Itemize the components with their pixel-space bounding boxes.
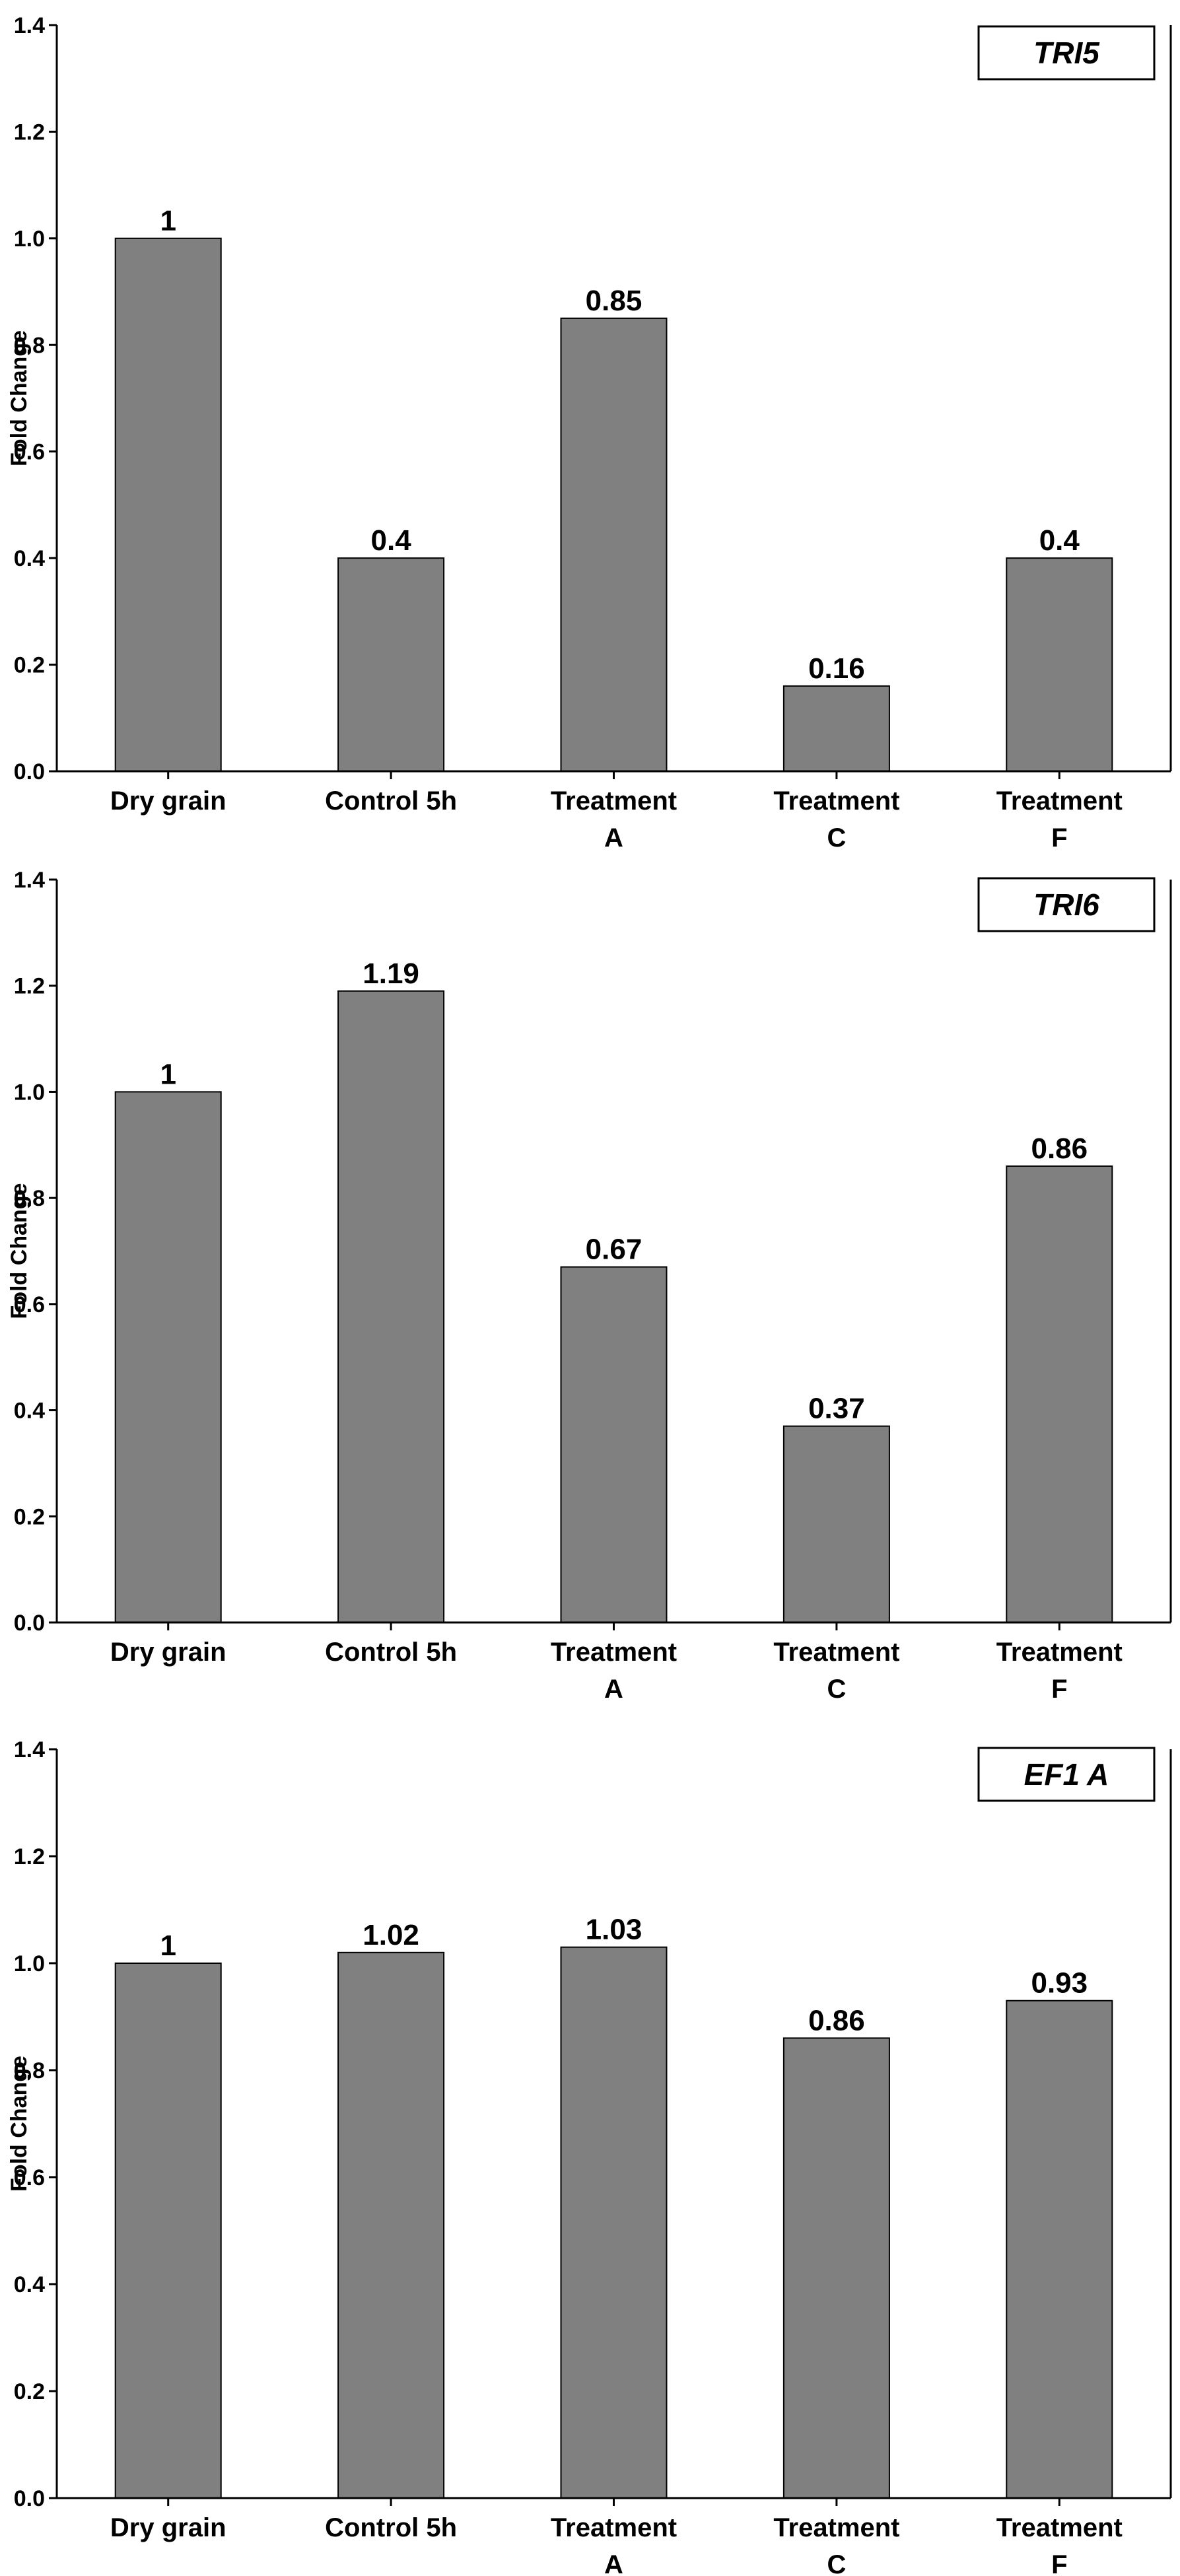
y-tick-label: 0.4 — [14, 546, 45, 571]
y-tick-label: 0.4 — [14, 1399, 45, 1424]
bar-value-label: 0.86 — [808, 2004, 865, 2036]
y-axis-title: Fold Change — [7, 330, 32, 466]
gene-label: EF1 A — [1024, 1757, 1109, 1792]
x-tick-label: Control 5h — [325, 2513, 457, 2542]
bar — [782, 2037, 890, 2499]
x-tick-label: Treatment — [773, 786, 899, 816]
x-tick-label: Dry grain — [110, 786, 226, 816]
y-tick-label: 0.2 — [14, 1504, 45, 1529]
bar-value-label: 0.37 — [808, 1393, 865, 1425]
x-tick-label: Treatment — [996, 786, 1123, 816]
y-tick-label: 0.8 — [14, 1186, 45, 1211]
x-tick-label: Treatment — [773, 2513, 899, 2542]
bar-value-label: 0.4 — [1039, 524, 1080, 557]
bar — [1006, 2000, 1113, 2499]
chart-svg: 1 1.02 1.03 0.86 0.93 0.0 0.2 0.4 0.6 0.8 1.0 1.2 1.… — [7, 1737, 1172, 2576]
chart-panel-ef1a: 1 1.02 1.03 0.86 0.93 0.0 0.2 0.4 0.6 0.8 1.0 1.2 1.… — [0, 1707, 1180, 2576]
y-tick-label: 0.2 — [14, 653, 45, 678]
bar-value-label: 1.03 — [586, 1914, 642, 1946]
bar-value-label: 0.4 — [371, 524, 412, 557]
y-axis-title: Fold Change — [7, 1183, 32, 1319]
x-tick-label: F — [1051, 2550, 1067, 2576]
gene-label-box — [977, 1747, 1156, 1802]
y-tick-label: 0.6 — [14, 2165, 45, 2190]
gene-label-box — [977, 877, 1156, 932]
x-tick-label: A — [604, 2550, 623, 2576]
bar-value-label: 0.86 — [1031, 1132, 1088, 1165]
x-tick-label: Treatment — [773, 1638, 899, 1667]
x-tick-label: Treatment — [551, 2513, 677, 2542]
y-tick-label: 0.8 — [14, 333, 45, 358]
x-tick-label: C — [827, 2550, 846, 2576]
x-tick-label: Treatment — [551, 786, 677, 816]
bar — [560, 1946, 668, 2499]
chart-svg: 1 0.4 0.85 0.16 0.4 0.0 0.2 0.4 0.6 0.8 1.0 1.2 1.4 D… — [7, 13, 1172, 852]
y-tick-label: 1.0 — [14, 1951, 45, 1976]
y-tick-label: 1.0 — [14, 1080, 45, 1105]
bar — [337, 557, 445, 773]
bar — [114, 1091, 222, 1623]
x-tick-label: Dry grain — [110, 2513, 226, 2542]
y-tick-label: 0.0 — [14, 1611, 45, 1636]
bar — [560, 1266, 668, 1623]
bar-value-label: 1 — [160, 1930, 176, 1962]
x-tick-label: C — [827, 823, 846, 852]
y-tick-label: 0.6 — [14, 440, 45, 465]
y-tick-label: 1.2 — [14, 974, 45, 999]
y-tick-label: 0.0 — [14, 2486, 45, 2511]
x-tick-label: A — [604, 823, 623, 852]
bar — [337, 990, 445, 1623]
y-tick-label: 0.0 — [14, 759, 45, 784]
x-tick-label: Treatment — [996, 2513, 1123, 2542]
gene-label-box — [977, 25, 1156, 81]
y-tick-label: 1.0 — [14, 226, 45, 252]
chart-panel-tri6: 1 1.19 0.67 0.37 0.86 0.0 0.2 0.4 0.6 0.8 1.0 1.2 1.… — [0, 852, 1180, 1707]
x-tick-label: Treatment — [996, 1638, 1123, 1667]
gene-label: TRI5 — [1033, 36, 1100, 70]
y-tick-label: 1.4 — [14, 13, 45, 38]
bar-value-label: 0.67 — [586, 1234, 642, 1266]
bar-value-label: 0.85 — [586, 285, 642, 317]
x-tick-label: Control 5h — [325, 1638, 457, 1667]
x-tick-label: Treatment — [551, 1638, 677, 1667]
x-tick-label: Control 5h — [325, 786, 457, 816]
y-tick-label: 0.4 — [14, 2272, 45, 2297]
bar-value-label: 1 — [160, 1058, 176, 1090]
y-tick-label: 1.4 — [14, 1737, 45, 1762]
bar — [782, 685, 890, 773]
bar-value-label: 1.02 — [363, 1919, 419, 1951]
chart-panel-tri5: 1 0.4 0.85 0.16 0.4 0.0 0.2 0.4 0.6 0.8 1.0 1.2 1.4 D… — [0, 0, 1180, 852]
bar — [337, 1951, 445, 2499]
bar — [560, 317, 668, 772]
bar — [1006, 1165, 1113, 1623]
y-axis-title: Fold Change — [7, 2056, 32, 2192]
chart-svg: 1 1.19 0.67 0.37 0.86 0.0 0.2 0.4 0.6 0.8 1.0 1.2 1.… — [7, 868, 1172, 1704]
x-tick-label: C — [827, 1675, 846, 1704]
bar-value-label: 0.93 — [1031, 1967, 1088, 2000]
bar-value-label: 1 — [160, 205, 176, 237]
bar — [782, 1425, 890, 1624]
bar-value-label: 1.19 — [363, 957, 419, 990]
y-tick-label: 0.6 — [14, 1292, 45, 1317]
y-tick-label: 1.2 — [14, 120, 45, 145]
x-tick-label: A — [604, 1675, 623, 1704]
y-tick-label: 1.4 — [14, 868, 45, 893]
bar — [114, 237, 222, 773]
gene-label: TRI6 — [1033, 888, 1099, 922]
x-tick-label: F — [1051, 1675, 1067, 1704]
bar-value-label: 0.16 — [808, 652, 865, 685]
x-tick-label: F — [1051, 823, 1067, 852]
x-tick-label: Dry grain — [110, 1638, 226, 1667]
y-tick-label: 1.2 — [14, 1844, 45, 1869]
bar — [1006, 557, 1113, 773]
y-tick-label: 0.8 — [14, 2058, 45, 2083]
bar — [114, 1963, 222, 2499]
y-tick-label: 0.2 — [14, 2379, 45, 2404]
